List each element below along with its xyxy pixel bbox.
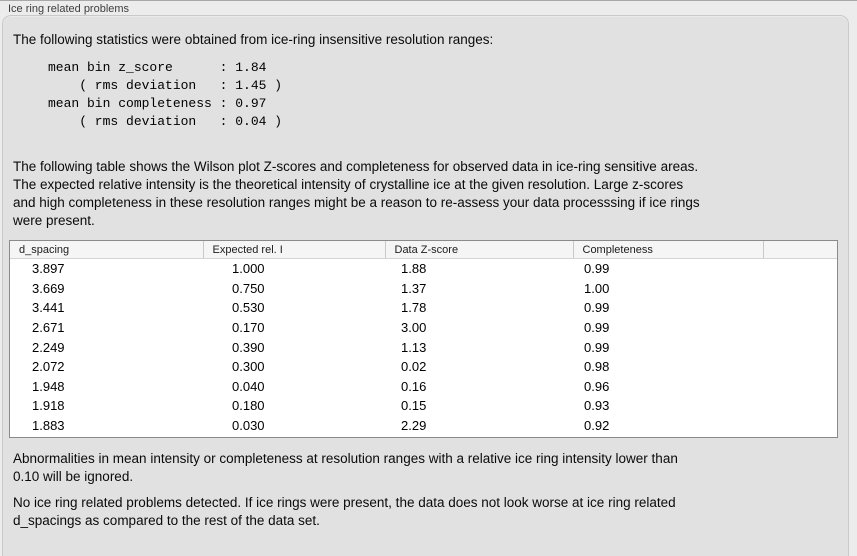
table-row[interactable]: 1.948 0.040 0.16 0.96 — [10, 377, 837, 397]
table-cell: 0.99 — [584, 300, 610, 316]
intro-text: The following statistics were obtained f… — [13, 32, 494, 47]
table-cell: 1.000 — [232, 261, 265, 277]
table-row[interactable]: 1.918 0.180 0.15 0.93 — [10, 396, 837, 416]
table-cell: 0.390 — [232, 339, 265, 355]
description-text: The following table shows the Wilson plo… — [13, 159, 700, 228]
ice-ring-table-grid: d_spacing Expected rel. I Data Z-score Comp… — [10, 241, 837, 435]
table-cell: 0.030 — [232, 418, 265, 434]
table-row[interactable]: 3.669 0.750 1.37 1.00 — [10, 279, 837, 299]
table-cell: 1.948 — [32, 378, 65, 394]
table-row[interactable]: 2.249 0.390 1.13 0.99 — [10, 337, 837, 357]
table-cell: 0.98 — [584, 359, 610, 375]
column-header-d-spacing[interactable]: d_spacing — [10, 241, 204, 259]
table-row[interactable]: 3.897 1.000 1.88 0.99 — [10, 259, 837, 279]
table-cell: 2.29 — [401, 418, 427, 434]
table-cell: 0.02 — [401, 359, 427, 375]
table-cell: 2.249 — [32, 339, 65, 355]
table-header-row: d_spacing Expected rel. I Data Z-score Comp… — [10, 241, 837, 259]
ice-ring-panel: The following statistics were obtained f… — [2, 15, 849, 556]
table-cell-filler — [763, 357, 837, 377]
table-cell-filler — [763, 259, 837, 279]
table-cell: 1.918 — [32, 398, 65, 414]
conclusion-text: No ice ring related problems detected. I… — [13, 495, 676, 528]
table-row[interactable]: 2.072 0.300 0.02 0.98 — [10, 357, 837, 377]
table-cell-filler — [763, 377, 837, 397]
table-row[interactable]: 2.671 0.170 3.00 0.99 — [10, 318, 837, 338]
table-cell: 2.072 — [32, 359, 65, 375]
table-row[interactable]: 3.441 0.530 1.78 0.99 — [10, 298, 837, 318]
table-cell: 1.883 — [32, 418, 65, 434]
table-body: 3.897 1.000 1.88 0.99 3.669 0.750 1.37 1.00 3.44… — [10, 259, 837, 436]
table-cell-filler — [763, 396, 837, 416]
table-cell: 1.88 — [401, 261, 427, 277]
table-cell: 3.897 — [32, 261, 65, 277]
table-cell: 0.93 — [584, 398, 610, 414]
table-cell: 2.671 — [32, 320, 65, 336]
ignore-note-text: Abnormalities in mean intensity or compl… — [13, 451, 678, 484]
table-cell: 1.37 — [401, 280, 427, 296]
table-cell: 0.92 — [584, 418, 610, 434]
table-cell: 1.78 — [401, 300, 427, 316]
ice-ring-table: d_spacing Expected rel. I Data Z-score Comp… — [9, 240, 838, 438]
table-cell: 3.00 — [401, 320, 427, 336]
table-cell-filler — [763, 279, 837, 299]
column-header-data-z-score[interactable]: Data Z-score — [385, 241, 574, 259]
table-cell: 0.180 — [232, 398, 265, 414]
column-header-filler — [763, 241, 837, 259]
column-header-expected-rel-i[interactable]: Expected rel. I — [203, 241, 386, 259]
table-cell: 0.300 — [232, 359, 265, 375]
table-cell: 0.16 — [401, 378, 427, 394]
table-row[interactable]: 1.883 0.030 2.29 0.92 — [10, 416, 837, 436]
table-cell: 3.441 — [32, 300, 65, 316]
table-cell: 0.170 — [232, 320, 265, 336]
table-cell: 0.040 — [232, 378, 265, 394]
stats-block: mean bin z_score : 1.84 ( rms deviation … — [48, 60, 283, 129]
table-cell: 0.99 — [584, 320, 610, 336]
table-cell: 0.750 — [232, 280, 265, 296]
table-cell-filler — [763, 318, 837, 338]
column-header-completeness[interactable]: Completeness — [573, 241, 764, 259]
table-cell-filler — [763, 337, 837, 357]
table-cell: 3.669 — [32, 280, 65, 296]
table-cell-filler — [763, 416, 837, 436]
table-cell: 0.99 — [584, 261, 610, 277]
table-cell: 0.99 — [584, 339, 610, 355]
table-cell: 1.13 — [401, 339, 427, 355]
table-cell: 0.96 — [584, 378, 610, 394]
table-cell: 1.00 — [584, 280, 610, 296]
table-cell: 0.530 — [232, 300, 265, 316]
page-title: Ice ring related problems — [8, 3, 130, 15]
table-cell: 0.15 — [401, 398, 427, 414]
table-cell-filler — [763, 298, 837, 318]
